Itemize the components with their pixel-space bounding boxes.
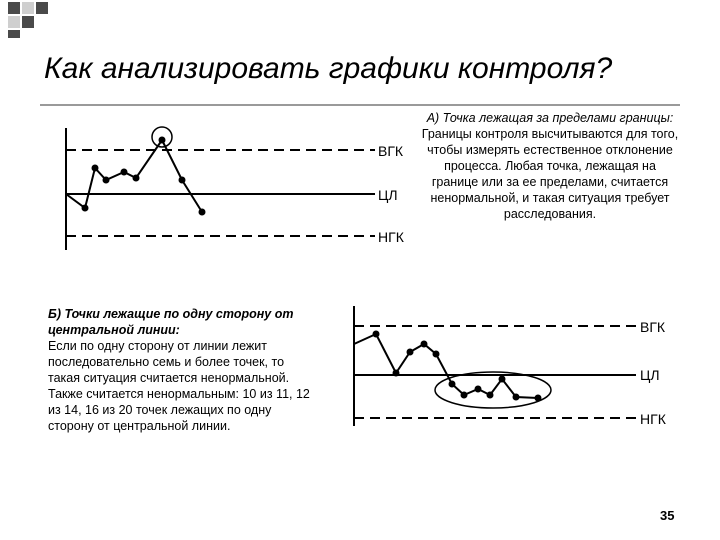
chart2-point bbox=[534, 394, 542, 402]
chart1-points bbox=[81, 136, 206, 216]
chart1-point bbox=[178, 176, 186, 184]
chart1-point bbox=[81, 204, 89, 212]
chart2-points bbox=[372, 330, 542, 402]
chart2-point bbox=[512, 393, 520, 401]
chart2-point bbox=[392, 369, 400, 377]
section-b-body: Если по одну сторону от линии лежит посл… bbox=[48, 339, 310, 433]
chart2-point bbox=[448, 380, 456, 388]
page-title: Как анализировать графики контроля? bbox=[44, 52, 613, 85]
chart1-point bbox=[198, 208, 206, 216]
section-a-body: Границы контроля высчитываются для того,… bbox=[421, 127, 679, 221]
section-b-heading: Б) Точки лежащие по одну сторону от цент… bbox=[48, 307, 294, 337]
chart1-cl-label: ЦЛ bbox=[378, 187, 398, 203]
section-a-text: А) Точка лежащая за пределами границы: Г… bbox=[420, 110, 680, 222]
chart1-lcl-label: НГК bbox=[378, 229, 405, 245]
chart2-point bbox=[460, 391, 468, 399]
control-chart-out-of-limit: ВГК ЦЛ НГК bbox=[65, 126, 405, 250]
section-b-text: Б) Точки лежащие по одну сторону от цент… bbox=[48, 306, 310, 434]
chart1-highlight-circle bbox=[151, 126, 173, 148]
chart1-point bbox=[91, 164, 99, 172]
chart2-point bbox=[474, 385, 482, 393]
chart2-point bbox=[372, 330, 380, 338]
chart1-point bbox=[102, 176, 110, 184]
chart1-point bbox=[132, 174, 140, 182]
chart2-lcl-label: НГК bbox=[640, 411, 667, 427]
chart2-highlight-ellipse bbox=[434, 371, 552, 409]
chart2-point bbox=[420, 340, 428, 348]
chart2-point bbox=[486, 391, 494, 399]
chart1-point-out-of-limit bbox=[158, 136, 166, 144]
chart2-series-line bbox=[353, 332, 539, 399]
section-a-heading: А) Точка лежащая за пределами границы: bbox=[426, 111, 674, 125]
control-chart-run: ВГК ЦЛ НГК bbox=[353, 306, 667, 427]
page-number: 35 bbox=[660, 508, 675, 523]
chart1-ucl-label: ВГК bbox=[378, 143, 404, 159]
chart1-point bbox=[120, 168, 128, 176]
corner-decoration bbox=[8, 2, 48, 38]
chart2-ucl-label: ВГК bbox=[640, 319, 666, 335]
chart2-point bbox=[432, 350, 440, 358]
chart2-point bbox=[406, 348, 414, 356]
chart2-point bbox=[498, 375, 506, 383]
title-underline bbox=[40, 104, 680, 106]
chart2-cl-label: ЦЛ bbox=[640, 367, 660, 383]
